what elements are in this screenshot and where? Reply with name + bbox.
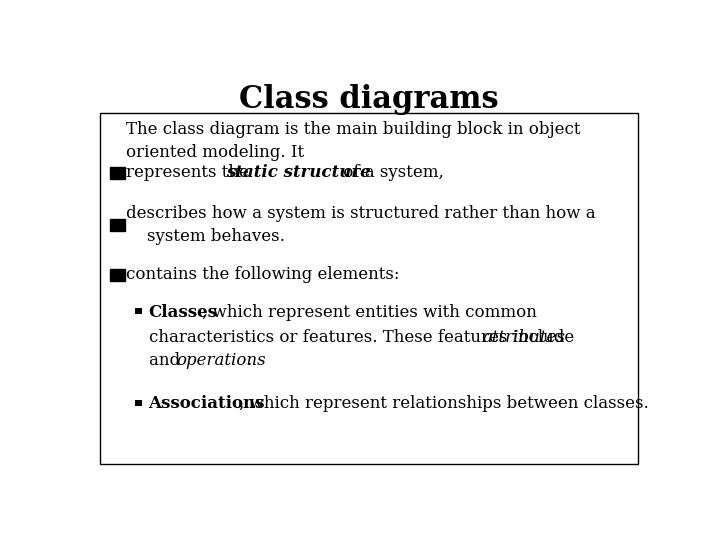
FancyBboxPatch shape (100, 113, 638, 464)
Text: , which represent relationships between classes.: , which represent relationships between … (239, 395, 649, 412)
Bar (109, 269, 125, 281)
Text: static structure: static structure (225, 164, 370, 181)
Bar (109, 219, 125, 231)
Text: operations: operations (177, 352, 266, 368)
Bar (109, 167, 125, 179)
Text: The class diagram is the main building block in object
oriented modeling. It: The class diagram is the main building b… (126, 121, 581, 161)
Text: of a system,: of a system, (338, 164, 444, 181)
Bar (135, 308, 143, 314)
Bar (135, 400, 143, 406)
Text: represents the: represents the (126, 164, 254, 181)
Text: characteristics or features. These features include: characteristics or features. These featu… (148, 329, 579, 346)
Text: Class diagrams: Class diagrams (239, 84, 499, 114)
Text: describes how a system is structured rather than how a
    system behaves.: describes how a system is structured rat… (126, 205, 596, 245)
Text: .: . (246, 352, 251, 368)
Text: Associations: Associations (148, 395, 265, 412)
Text: , which represent entities with common: , which represent entities with common (202, 303, 537, 321)
Text: attributes: attributes (482, 329, 565, 346)
Text: contains the following elements:: contains the following elements: (126, 266, 400, 284)
Text: Classes: Classes (148, 303, 217, 321)
Text: and: and (148, 352, 185, 368)
